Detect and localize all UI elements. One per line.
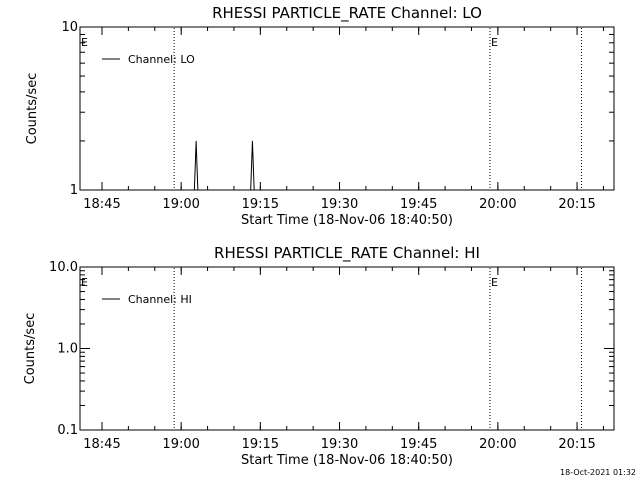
- legend-label: Channel: HI: [128, 293, 192, 306]
- y-tick-label: 10.0: [49, 260, 78, 275]
- timestamp-stamp: 18-Oct-2021 01:32: [560, 468, 636, 477]
- chart-title: RHESSI PARTICLE_RATE Channel: LO: [212, 4, 482, 23]
- y-tick-label: 1.0: [57, 342, 78, 357]
- x-tick-label: 20:00: [479, 437, 516, 452]
- series-line: [80, 140, 614, 191]
- event-flag: E: [491, 36, 498, 49]
- x-tick-label: 19:45: [400, 437, 437, 452]
- y-tick-label: 1: [70, 183, 78, 198]
- x-tick-label: 19:45: [400, 197, 437, 212]
- x-tick-label: 20:15: [558, 197, 595, 212]
- x-tick-label: 19:00: [162, 437, 199, 452]
- x-axis-label: Start Time (18-Nov-06 18:40:50): [241, 213, 453, 228]
- legend-label: Channel: LO: [128, 53, 195, 66]
- x-tick-label: 20:00: [479, 197, 516, 212]
- event-flag: E: [81, 36, 88, 49]
- chart-panel-1: RHESSI PARTICLE_RATE Channel: LO 1 10 Count…: [25, 4, 615, 228]
- x-tick-label: 19:30: [321, 197, 358, 212]
- x-axis-label: Start Time (18-Nov-06 18:40:50): [241, 453, 453, 468]
- x-tick-label: 19:00: [162, 197, 199, 212]
- y-tick-label: 10: [61, 20, 78, 35]
- y-axis-label: Counts/sec: [25, 73, 40, 145]
- x-tick-label: 18:45: [83, 197, 120, 212]
- event-flag: E: [491, 276, 498, 289]
- event-flag: E: [81, 276, 88, 289]
- x-tick-label: 18:45: [83, 437, 120, 452]
- y-axis-label: Counts/sec: [23, 313, 38, 385]
- x-tick-label: 19:15: [242, 437, 279, 452]
- chart-title: RHESSI PARTICLE_RATE Channel: HI: [214, 244, 480, 263]
- x-tick-label: 20:15: [558, 437, 595, 452]
- x-tick-label: 19:30: [321, 437, 358, 452]
- y-tick-label: 0.1: [57, 423, 78, 438]
- plot-frame: [79, 266, 615, 431]
- plot-frame: [79, 26, 615, 191]
- x-tick-label: 19:15: [242, 197, 279, 212]
- chart-panel-2: RHESSI PARTICLE_RATE Channel: HI 0.1 1.0 10…: [23, 244, 615, 468]
